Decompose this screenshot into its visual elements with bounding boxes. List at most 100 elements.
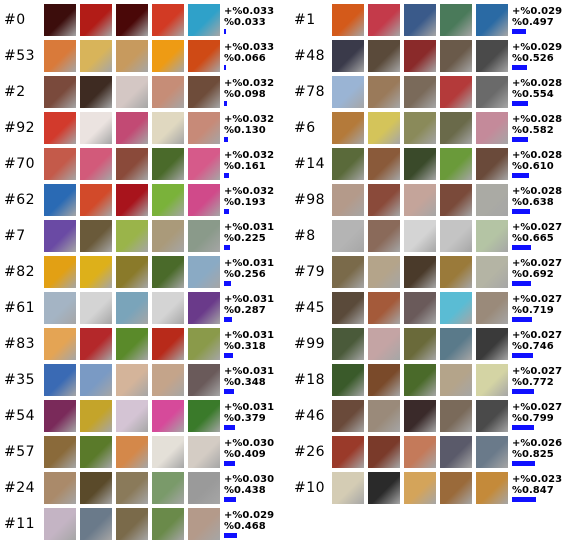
cluster-row: #26 +%0.026 %0.825: [290, 436, 576, 472]
cluster-thumbnail: [152, 184, 184, 216]
cluster-thumbnail: [332, 40, 364, 72]
cluster-thumbnail: [404, 40, 436, 72]
cluster-row: #10 +%0.023 %0.847: [290, 472, 576, 508]
cumulative-share-label: %0.066: [224, 53, 266, 64]
cluster-row: #54 +%0.031 %0.379: [0, 400, 288, 436]
cluster-thumbnail: [188, 328, 220, 360]
cluster-thumbnail: [332, 328, 364, 360]
cluster-thumbnail: [368, 400, 400, 432]
cluster-id-label: #48: [294, 48, 326, 64]
cluster-thumbnail: [404, 400, 436, 432]
cluster-share-label: +%0.027: [512, 366, 563, 377]
cluster-thumbnail: [80, 220, 112, 252]
cumulative-share-label: %0.610: [512, 161, 554, 172]
cluster-thumbnail: [368, 40, 400, 72]
cluster-thumbnail: [116, 508, 148, 540]
cluster-thumbnail: [404, 472, 436, 504]
cluster-thumbnail: [368, 256, 400, 288]
cluster-id-label: #2: [4, 84, 26, 100]
cluster-thumbnail: [440, 436, 472, 468]
cluster-share-label: +%0.027: [512, 402, 563, 413]
cluster-thumbnail: [80, 436, 112, 468]
cumulative-share-label: %0.225: [224, 233, 266, 244]
cumulative-share-label: %0.033: [224, 17, 266, 28]
cluster-id-label: #0: [4, 12, 26, 28]
cluster-thumbnail: [404, 328, 436, 360]
cluster-thumbnail: [440, 112, 472, 144]
cluster-id-label: #45: [294, 300, 326, 316]
cluster-thumbnail: [476, 4, 508, 36]
cumulative-share-label: %0.287: [224, 305, 266, 316]
cumulative-share-label: %0.161: [224, 161, 266, 172]
cluster-id-label: #70: [4, 156, 36, 172]
cluster-row: #83 +%0.031 %0.318: [0, 328, 288, 364]
cluster-thumbnail: [116, 220, 148, 252]
cumulative-share-label: %0.098: [224, 89, 266, 100]
cumulative-progress-bar: [224, 389, 234, 394]
cluster-thumbnail: [476, 220, 508, 252]
cluster-thumbnail: [44, 148, 76, 180]
cluster-thumbnail: [440, 256, 472, 288]
cluster-thumbnail: [476, 256, 508, 288]
cluster-row: #78 +%0.028 %0.554: [290, 76, 576, 112]
cluster-row: #62 +%0.032 %0.193: [0, 184, 288, 220]
cluster-id-label: #10: [294, 480, 326, 496]
cluster-share-label: +%0.032: [224, 114, 275, 125]
cluster-thumbnail: [116, 256, 148, 288]
cluster-share-label: +%0.028: [512, 186, 563, 197]
cluster-thumbnail: [332, 184, 364, 216]
cluster-row: #53 +%0.033 %0.066: [0, 40, 288, 76]
cluster-share-label: +%0.028: [512, 78, 563, 89]
cluster-thumbnail: [404, 148, 436, 180]
cumulative-share-label: %0.438: [224, 485, 266, 496]
cluster-id-label: #98: [294, 192, 326, 208]
cluster-id-label: #99: [294, 336, 326, 352]
cluster-thumbnail: [332, 400, 364, 432]
cluster-share-label: +%0.027: [512, 294, 563, 305]
cluster-thumbnail: [368, 436, 400, 468]
cluster-share-label: +%0.029: [512, 6, 563, 17]
cluster-row: #99 +%0.027 %0.746: [290, 328, 576, 364]
cluster-thumbnail: [44, 76, 76, 108]
cluster-thumbnail: [332, 436, 364, 468]
cluster-thumbnail: [332, 292, 364, 324]
cluster-thumbnail: [332, 112, 364, 144]
cumulative-share-label: %0.665: [512, 233, 554, 244]
cluster-thumbnail: [440, 472, 472, 504]
cluster-thumbnail: [404, 292, 436, 324]
cluster-thumbnail: [152, 76, 184, 108]
cluster-share-label: +%0.032: [224, 78, 275, 89]
cluster-thumbnail: [332, 256, 364, 288]
cumulative-progress-bar: [512, 29, 526, 34]
cluster-id-label: #8: [294, 228, 316, 244]
cluster-thumbnail: [44, 40, 76, 72]
cluster-id-label: #26: [294, 444, 326, 460]
cumulative-share-label: %0.582: [512, 125, 554, 136]
cumulative-progress-bar: [224, 245, 230, 250]
cluster-id-label: #62: [4, 192, 36, 208]
cluster-thumbnail: [476, 472, 508, 504]
cluster-id-label: #82: [4, 264, 36, 280]
cluster-row: #24 +%0.030 %0.438: [0, 472, 288, 508]
cluster-thumbnail: [404, 112, 436, 144]
cluster-thumbnail: [152, 148, 184, 180]
cluster-thumbnail: [188, 148, 220, 180]
cluster-id-label: #79: [294, 264, 326, 280]
cluster-id-label: #6: [294, 120, 316, 136]
cluster-thumbnail: [152, 400, 184, 432]
cumulative-share-label: %0.799: [512, 413, 554, 424]
cluster-thumbnail: [80, 292, 112, 324]
cluster-thumbnail: [440, 292, 472, 324]
cluster-thumbnail: [476, 112, 508, 144]
cluster-thumbnail: [80, 508, 112, 540]
cluster-thumbnail: [440, 148, 472, 180]
cluster-row: #79 +%0.027 %0.692: [290, 256, 576, 292]
cluster-share-label: +%0.030: [224, 474, 275, 485]
cluster-share-label: +%0.031: [224, 366, 275, 377]
cluster-share-label: +%0.031: [224, 402, 275, 413]
cluster-share-label: +%0.031: [224, 330, 275, 341]
cluster-thumbnail: [80, 472, 112, 504]
cluster-thumbnail: [152, 364, 184, 396]
cluster-thumbnail: [80, 40, 112, 72]
cluster-id-label: #61: [4, 300, 36, 316]
